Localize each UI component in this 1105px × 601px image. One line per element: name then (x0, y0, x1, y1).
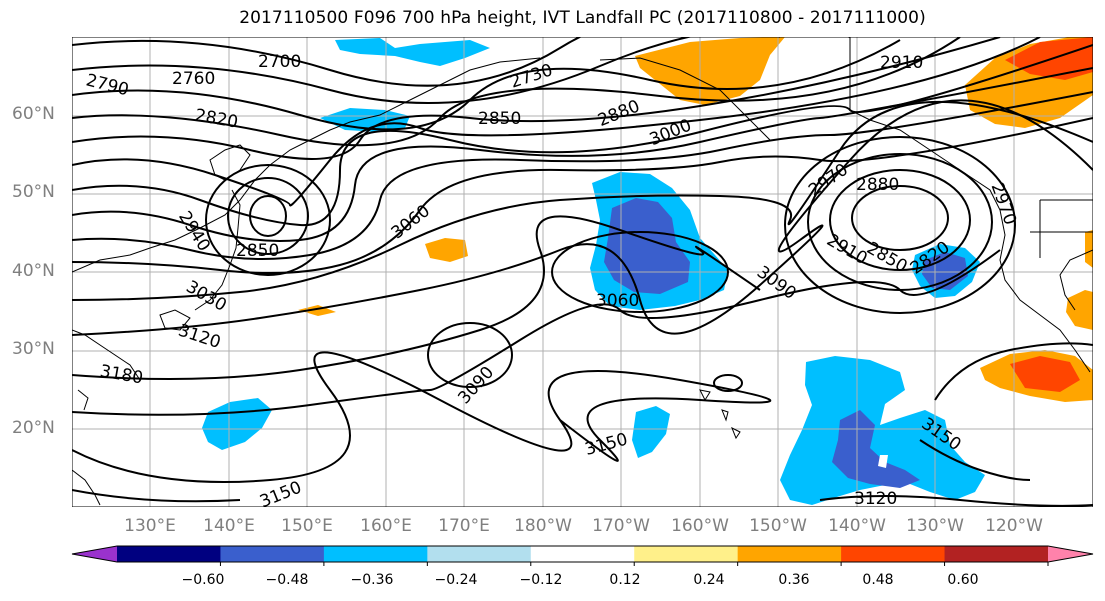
contour-label: 2910 (880, 53, 923, 73)
lon-label: 140°E (203, 516, 255, 536)
lon-label: 130°W (906, 516, 964, 536)
contour-label: 3150 (257, 478, 305, 513)
colorbar-segment (427, 546, 532, 562)
colorbar-tick-label: 0.36 (778, 572, 810, 588)
ivt-shading (202, 37, 1093, 505)
lon-label: 120°W (985, 516, 1043, 536)
lon-label: 170°E (438, 516, 490, 536)
lon-label: 150°E (281, 516, 333, 536)
lat-label: 40°N (12, 261, 55, 281)
lat-label: 60°N (12, 104, 55, 124)
colorbar-tick-label: 0.48 (862, 572, 894, 588)
lon-label: 160°W (671, 516, 729, 536)
colorbar-tick-label: −0.36 (350, 572, 394, 588)
colorbar-tick-label: −0.12 (519, 572, 563, 588)
lat-label: 30°N (12, 339, 55, 359)
height-contours (72, 37, 1093, 507)
colorbar-tick-label: 0.12 (609, 572, 641, 588)
contour-label: 2700 (258, 52, 301, 72)
lat-label: 50°N (12, 182, 55, 202)
lon-label: 150°W (749, 516, 807, 536)
colorbar-extend-min (72, 546, 117, 562)
lat-label: 20°N (12, 418, 55, 438)
lon-label: 170°W (592, 516, 650, 536)
colorbar-tick-label: −0.48 (265, 572, 309, 588)
contour-label: 2910 (823, 230, 870, 269)
contour-label: 2850 (478, 109, 521, 129)
contour-label: 2790 (84, 70, 131, 100)
colorbar-segment (117, 546, 221, 562)
colorbar-tick-label: −0.60 (181, 572, 225, 588)
lon-label: 180°W (514, 516, 572, 536)
contour-label: 3060 (388, 201, 434, 243)
colorbar-tick-label: 0.60 (947, 572, 979, 588)
contour-label: 3060 (596, 291, 639, 311)
lon-label: 140°W (828, 516, 886, 536)
colorbar-segment (530, 546, 635, 562)
contour-label: 3090 (753, 262, 800, 304)
colorbar-outline (71, 545, 1094, 563)
lon-label: 160°E (360, 516, 412, 536)
contour-label: 3180 (98, 361, 144, 388)
colorbar-tick-label: 0.24 (693, 572, 725, 588)
lon-label: 130°E (124, 516, 176, 536)
map-title: 2017110500 F096 700 hPa height, IVT Land… (239, 8, 926, 28)
colorbar-segment (841, 546, 946, 562)
contour-label: 2820 (193, 105, 239, 132)
contour-label: 2850 (236, 241, 279, 261)
colorbar-segment (634, 546, 739, 562)
graticule (72, 37, 1093, 507)
colorbar-tick-label: −0.24 (434, 572, 478, 588)
contour-label: 3120 (176, 321, 223, 353)
colorbar-segment (737, 546, 842, 562)
contour-label: 3120 (854, 489, 897, 509)
colorbar-segment (323, 546, 428, 562)
contour-label: 2760 (172, 69, 215, 89)
contour-label: 2850 (863, 238, 910, 277)
colorbar-segment (220, 546, 325, 562)
contour-label: 2880 (856, 175, 899, 195)
colorbar-segment (944, 546, 1049, 562)
colorbar (71, 545, 1094, 566)
colorbar-extend-max (1048, 546, 1093, 562)
